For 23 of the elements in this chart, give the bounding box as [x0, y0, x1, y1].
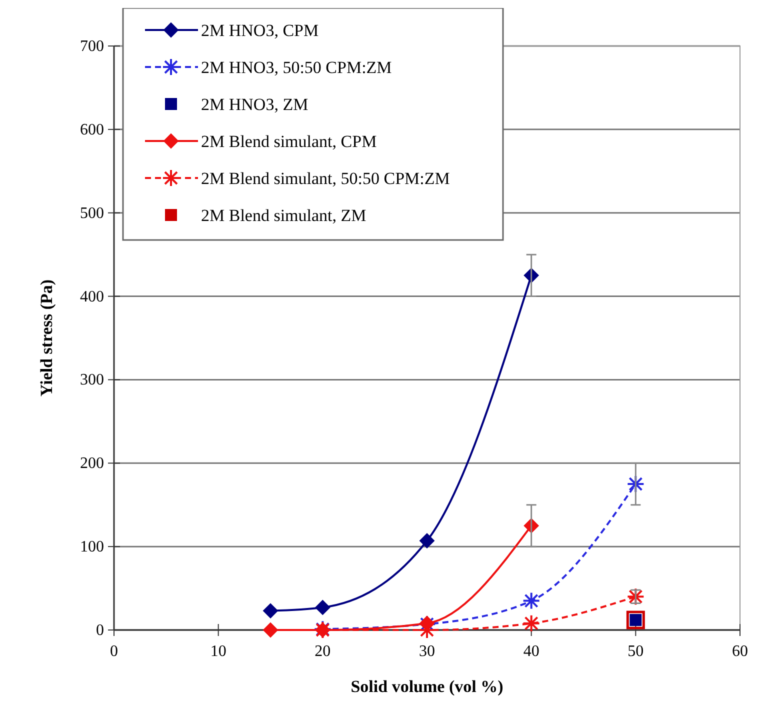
- x-tick-label: 30: [419, 643, 435, 660]
- y-tick-label: 0: [96, 622, 104, 639]
- y-tick-label: 700: [80, 38, 104, 55]
- legend-label: 2M HNO3, CPM: [201, 21, 319, 40]
- y-tick-label: 300: [80, 372, 104, 389]
- x-tick-label: 40: [523, 643, 540, 660]
- y-axis-title: Yield stress (Pa): [37, 279, 56, 397]
- legend-label: 2M Blend simulant, CPM: [201, 132, 377, 151]
- x-tick-label: 10: [210, 643, 226, 660]
- x-tick-label: 0: [110, 643, 118, 660]
- x-tick-label: 50: [628, 643, 644, 660]
- x-axis-title: Solid volume (vol %): [350, 677, 504, 696]
- y-tick-label: 500: [80, 204, 104, 222]
- legend-label: 2M Blend simulant, ZM: [201, 206, 366, 225]
- y-tick-label: 600: [80, 121, 104, 138]
- y-tick-label: 100: [80, 538, 104, 556]
- x-tick-label: 20: [314, 643, 331, 660]
- legend-label: 2M Blend simulant, 50:50 CPM:ZM: [201, 169, 450, 188]
- y-tick-label: 400: [80, 288, 104, 306]
- x-tick-label: 60: [732, 643, 748, 660]
- legend-label: 2M HNO3, ZM: [201, 95, 308, 114]
- legend-label: 2M HNO3, 50:50 CPM:ZM: [201, 58, 392, 77]
- y-tick-label: 200: [80, 455, 104, 472]
